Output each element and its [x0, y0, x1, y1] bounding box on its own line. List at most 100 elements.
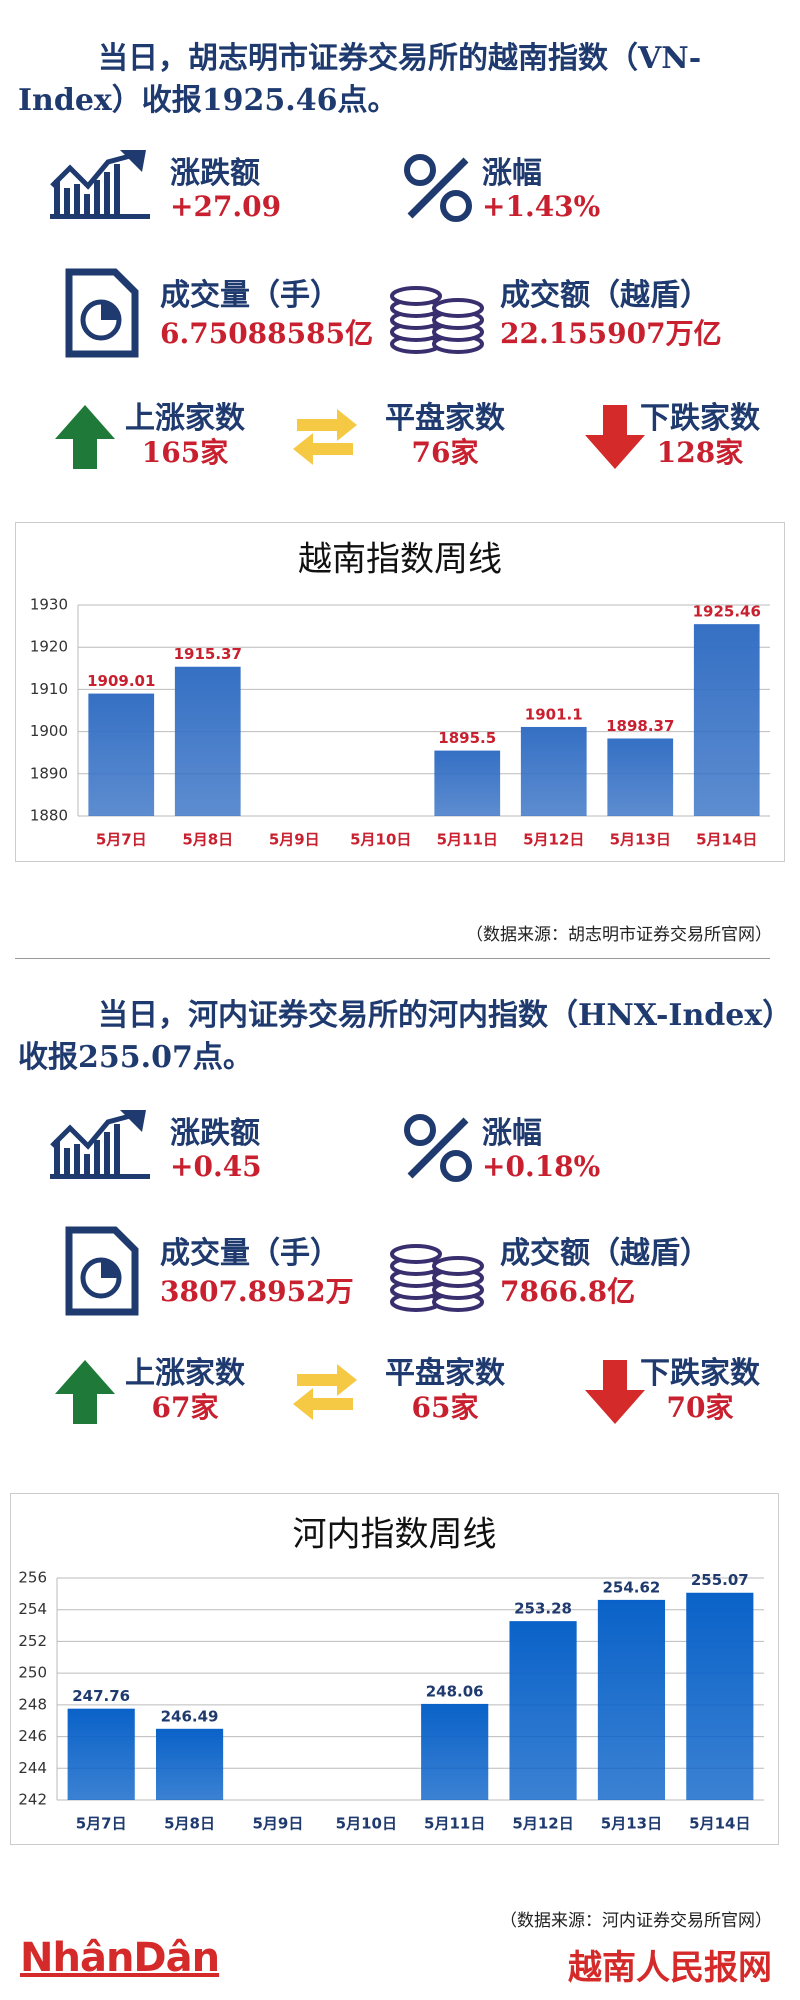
- x-tick-label: 5月10日: [350, 831, 411, 849]
- x-tick-label: 5月12日: [512, 1815, 573, 1833]
- doc-icon: [65, 1226, 139, 1316]
- count-label: 上涨家数: [125, 1356, 245, 1391]
- up-icon: [55, 1360, 115, 1424]
- y-tick-label: 1900: [30, 722, 68, 740]
- chart-title: 河内指数周线: [293, 1515, 497, 1555]
- x-tick-label: 5月12日: [523, 831, 584, 849]
- source-note: （数据来源：河内证券交易所官网）: [500, 1911, 772, 1931]
- value-label: 248.06: [426, 1682, 484, 1700]
- stat-value: +27.09: [170, 190, 282, 223]
- y-tick-label: 1880: [30, 807, 68, 825]
- stat-value: 6.75088585亿: [160, 317, 374, 350]
- stat-value: +1.43%: [482, 190, 601, 223]
- count-label: 平盘家数: [385, 401, 505, 436]
- value-label: 255.07: [691, 1571, 749, 1589]
- value-label: 247.76: [72, 1687, 130, 1705]
- x-tick-label: 5月7日: [96, 831, 147, 849]
- count-value: 67家: [151, 1391, 219, 1424]
- bar: [607, 738, 674, 816]
- stat-value: 22.155907万亿: [500, 317, 722, 350]
- y-tick-label: 1890: [30, 764, 68, 782]
- bar: [67, 1708, 135, 1800]
- count-value: 165家: [141, 436, 229, 469]
- bar: [421, 1703, 489, 1800]
- count-value: 70家: [666, 1391, 734, 1424]
- x-tick-label: 5月14日: [696, 831, 757, 849]
- stat-value: +0.45: [170, 1150, 262, 1183]
- stat-label: 涨幅: [482, 1116, 542, 1151]
- y-tick-label: 254: [18, 1600, 47, 1618]
- stat-label: 成交额（越盾）: [500, 1236, 710, 1271]
- bar: [174, 666, 241, 816]
- x-tick-label: 5月8日: [164, 1815, 215, 1833]
- value-label: 246.49: [161, 1707, 219, 1725]
- stat-value: 7866.8亿: [500, 1275, 636, 1308]
- y-tick-label: 244: [18, 1759, 47, 1777]
- x-tick-label: 5月9日: [253, 1815, 304, 1833]
- count-value: 128家: [656, 436, 744, 469]
- bar: [88, 693, 155, 816]
- y-tick-label: 1920: [30, 638, 68, 656]
- bar: [597, 1599, 666, 1800]
- y-tick-label: 242: [18, 1791, 47, 1809]
- bar: [434, 750, 501, 816]
- stat-label: 成交量（手）: [160, 1236, 340, 1271]
- count-label: 下跌家数: [640, 401, 760, 436]
- stat-label: 涨跌额: [170, 1116, 260, 1151]
- down-icon: [585, 1360, 645, 1424]
- y-tick-label: 1930: [30, 596, 68, 614]
- stat-label: 涨跌额: [170, 156, 260, 191]
- section-title: 当日，河内证券交易所的河内指数（HNX-Index）收报255.07点。: [18, 998, 778, 1075]
- stat-label: 涨幅: [482, 156, 542, 191]
- value-label: 1909.01: [87, 672, 155, 690]
- trend-icon: [50, 1110, 150, 1179]
- count-value: 76家: [411, 436, 479, 469]
- bar: [693, 624, 760, 816]
- x-tick-label: 5月13日: [601, 1815, 662, 1833]
- coins-icon: [390, 1244, 484, 1312]
- pct-icon: [404, 154, 472, 222]
- bar-chart: 越南指数周线 1880 1890 1900 1910 1920 1930 5月7日 1909.0…: [15, 522, 785, 862]
- x-tick-label: 5月9日: [269, 831, 320, 849]
- footer-logo: NhânDân: [20, 1935, 220, 1981]
- x-tick-label: 5月7日: [76, 1815, 127, 1833]
- y-tick-label: 1910: [30, 680, 68, 698]
- x-tick-label: 5月11日: [437, 831, 498, 849]
- stat-label: 成交量（手）: [160, 278, 340, 313]
- value-label: 1898.37: [606, 717, 674, 735]
- footer-site: 越南人民报网: [568, 1948, 772, 1988]
- y-tick-label: 252: [18, 1632, 47, 1650]
- y-tick-label: 250: [18, 1664, 47, 1682]
- swap-icon: [293, 409, 357, 465]
- count-label: 平盘家数: [385, 1356, 505, 1391]
- trend-icon: [50, 150, 150, 219]
- value-label: 253.28: [514, 1600, 572, 1618]
- bar: [520, 726, 587, 816]
- x-tick-label: 5月8日: [182, 831, 233, 849]
- coins-icon: [390, 286, 484, 354]
- bar: [509, 1621, 577, 1800]
- down-icon: [585, 405, 645, 469]
- stat-label: 成交额（越盾）: [500, 278, 710, 313]
- pct-icon: [404, 1114, 472, 1182]
- chart-title: 越南指数周线: [298, 540, 502, 580]
- count-label: 下跌家数: [640, 1356, 760, 1391]
- value-label: 254.62: [602, 1578, 660, 1596]
- count-value: 65家: [411, 1391, 479, 1424]
- section-title: 当日，胡志明市证券交易所的越南指数（VN-Index）收报1925.46点。: [18, 41, 702, 118]
- bar-chart: 河内指数周线 242 244 246 248 250 252 254 256 5月7日 247.76…: [10, 1493, 779, 1845]
- value-label: 1901.1: [525, 705, 583, 723]
- value-label: 1925.46: [693, 603, 761, 621]
- up-icon: [55, 405, 115, 469]
- y-tick-label: 256: [18, 1569, 47, 1587]
- swap-icon: [293, 1364, 357, 1420]
- x-tick-label: 5月14日: [689, 1815, 750, 1833]
- source-note: （数据来源：胡志明市证券交易所官网）: [466, 925, 772, 945]
- value-label: 1895.5: [438, 729, 496, 747]
- count-label: 上涨家数: [125, 401, 245, 436]
- bar: [155, 1728, 224, 1800]
- x-tick-label: 5月11日: [424, 1815, 485, 1833]
- doc-icon: [65, 268, 139, 358]
- value-label: 1915.37: [174, 645, 242, 663]
